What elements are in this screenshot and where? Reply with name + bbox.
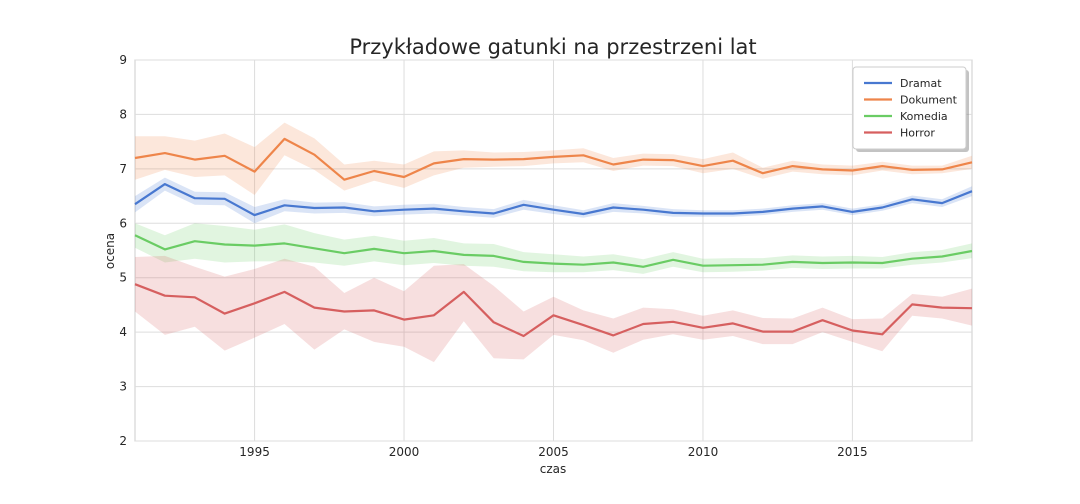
- series-lines: [134, 137, 973, 338]
- x-tick-label: 2015: [837, 445, 868, 459]
- legend-label: Dramat: [900, 77, 942, 90]
- line-dramat: [134, 183, 973, 217]
- y-tick-label: 3: [119, 380, 127, 394]
- legend: Dramat Dokument Komedia Horror: [852, 66, 969, 152]
- line-komedia: [134, 234, 973, 268]
- x-tick-label: 1995: [239, 445, 270, 459]
- x-axis-label: czas: [540, 462, 567, 476]
- line-dokument: [134, 137, 973, 181]
- y-tick-label: 9: [119, 53, 127, 67]
- y-axis-label: ocena: [103, 233, 117, 269]
- band-komedia: [135, 223, 972, 274]
- x-tick-label: 2005: [538, 445, 569, 459]
- legend-label: Horror: [900, 127, 935, 140]
- grid: [135, 59, 972, 442]
- y-tick-label: 2: [119, 434, 127, 448]
- y-tick-label: 8: [119, 107, 127, 121]
- line-horror: [134, 283, 973, 338]
- y-tick-label: 5: [119, 271, 127, 285]
- x-tick-label: 2000: [389, 445, 420, 459]
- band-horror: [135, 255, 972, 363]
- tick-labels: 2 3 4 5 6 7 8 9 1995 2000 2005 2010 2015: [119, 53, 867, 459]
- y-tick-label: 7: [119, 162, 127, 176]
- x-tick-label: 2010: [688, 445, 719, 459]
- chart-title: Przykładowe gatunki na przestrzeni lat: [349, 35, 756, 59]
- y-tick-label: 4: [119, 325, 127, 339]
- legend-box: [852, 66, 967, 150]
- legend-label: Komedia: [900, 110, 948, 123]
- legend-label: Dokument: [900, 94, 958, 107]
- y-tick-label: 6: [119, 216, 127, 230]
- band-dokument: [135, 122, 972, 195]
